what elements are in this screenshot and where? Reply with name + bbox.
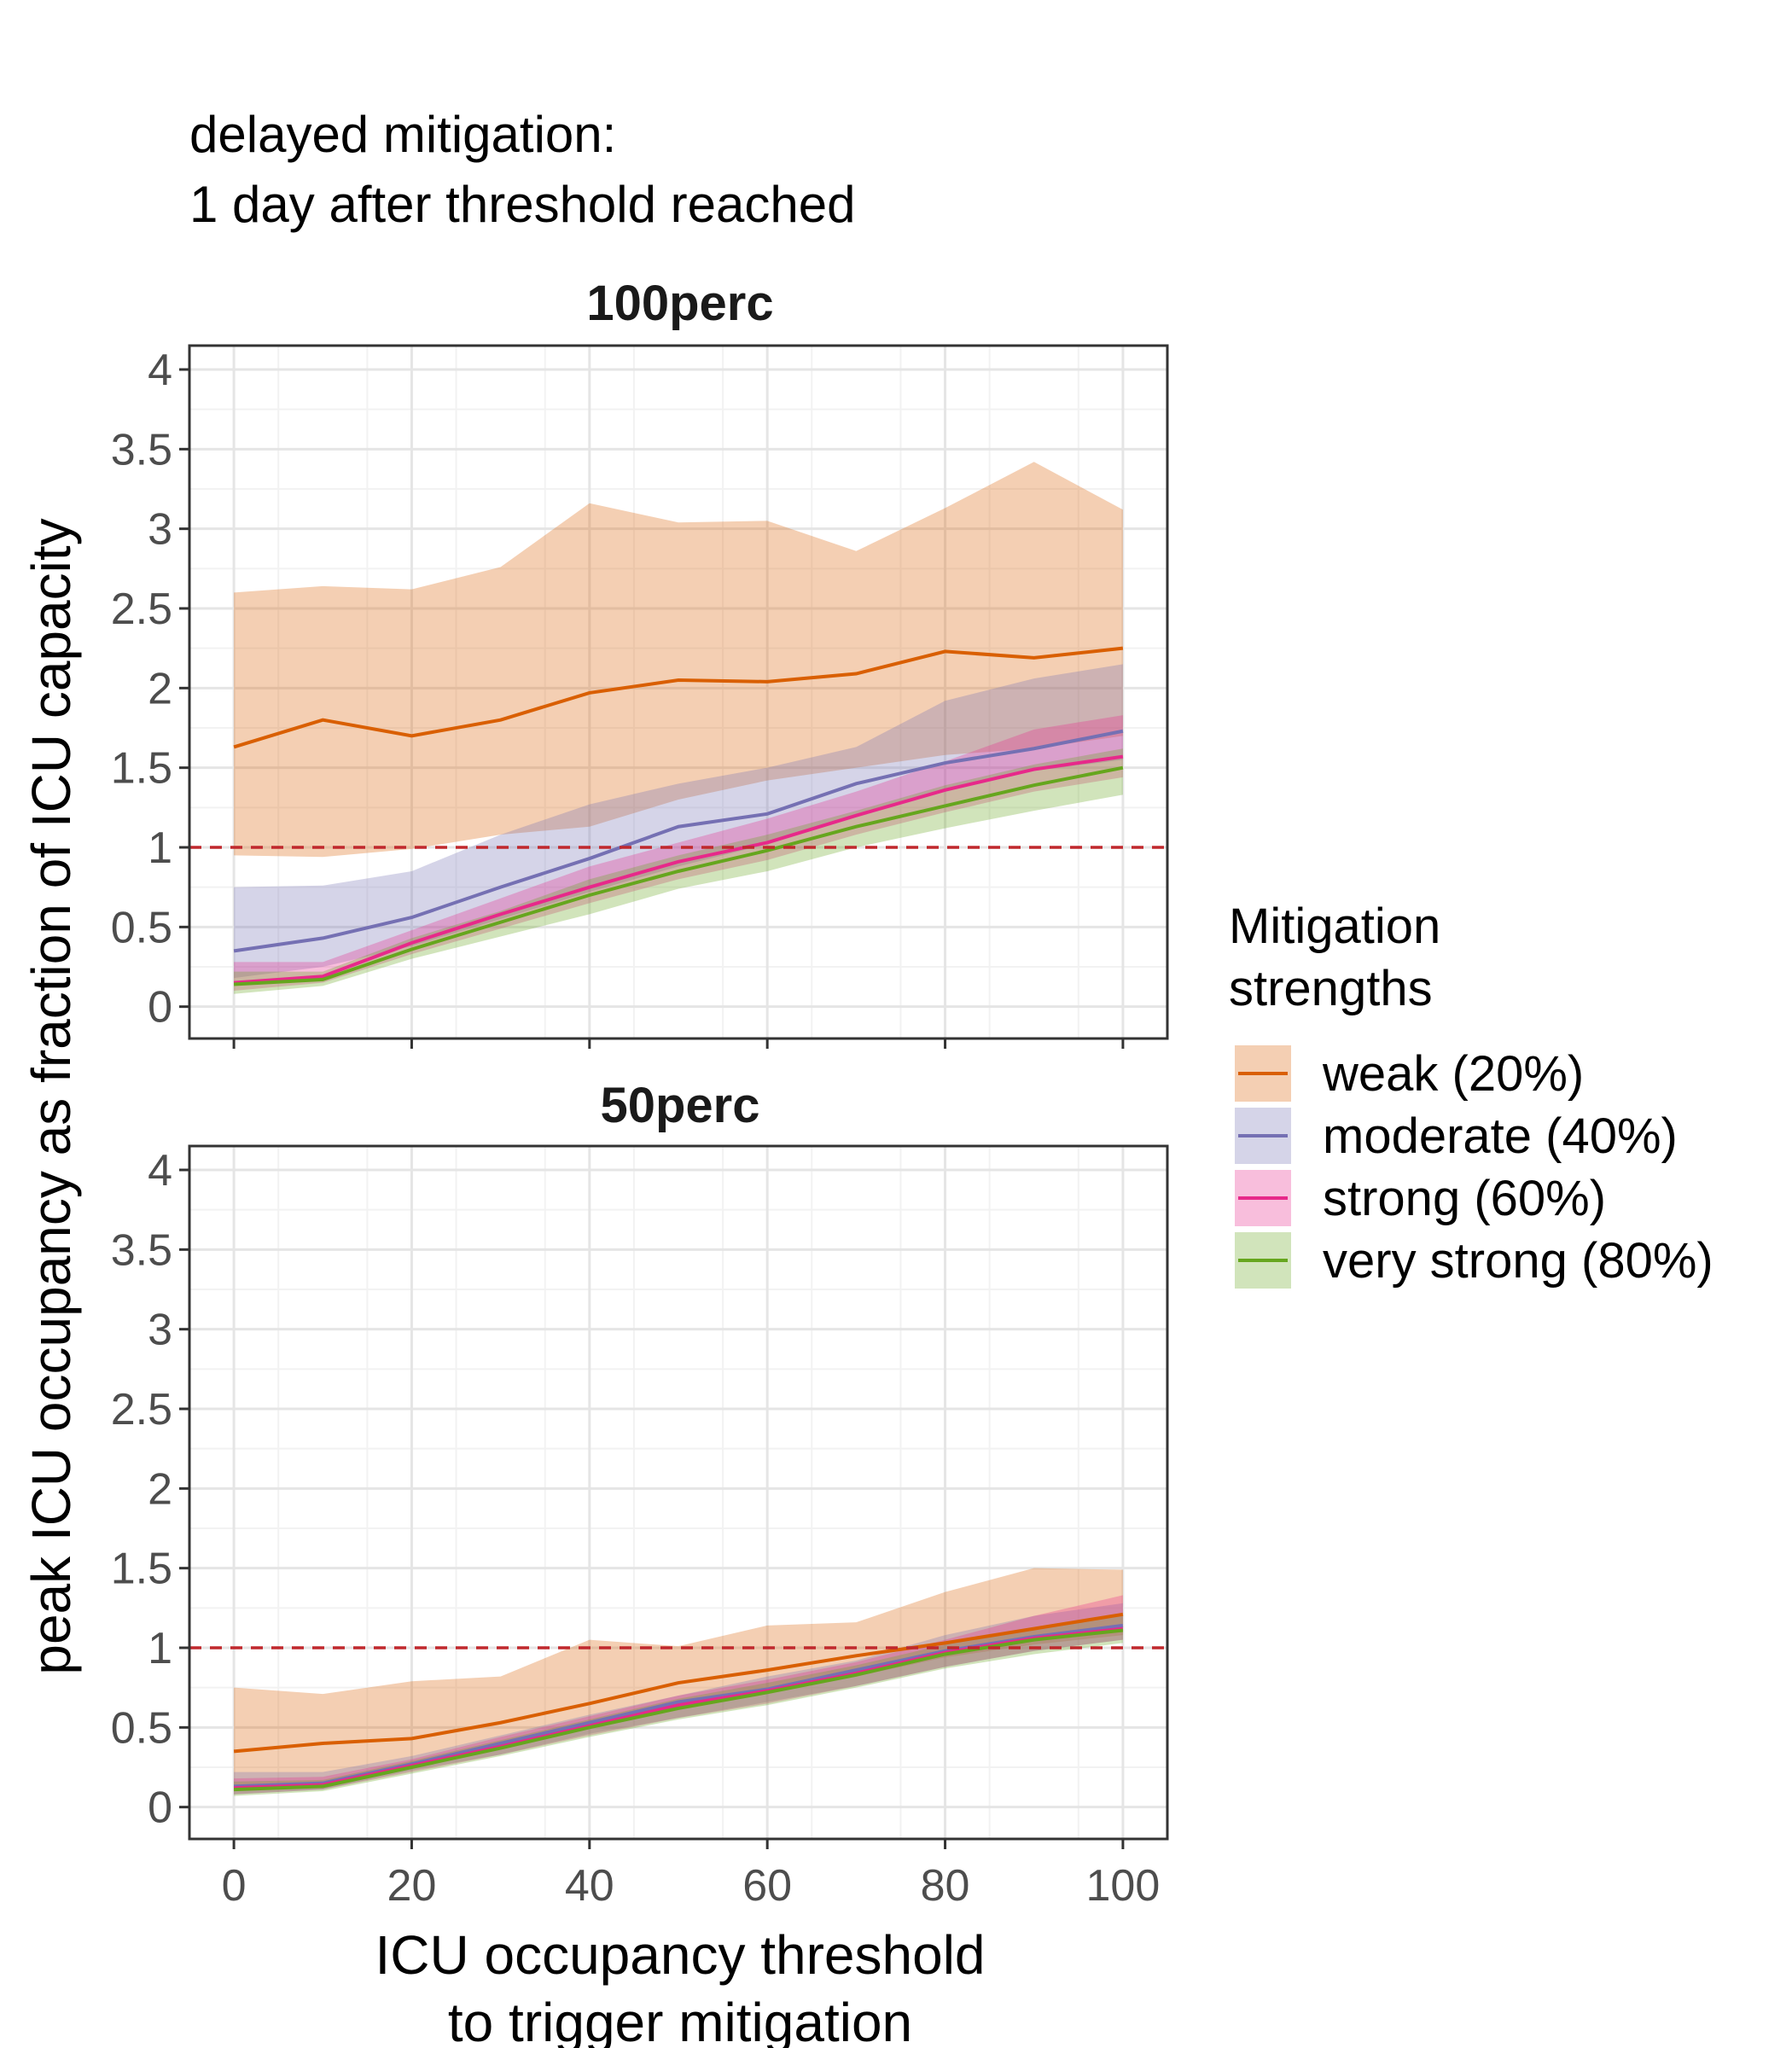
y-tick-label: 1 (148, 823, 172, 873)
legend: Mitigation strengths weak (20%) moderate … (1229, 899, 1713, 1289)
ribbon-weak (234, 1568, 1123, 1791)
series-line-very-strong (233, 765, 1124, 986)
y-tick-label: 3.5 (111, 1225, 172, 1275)
panel-50perc: 00.511.522.533.540 20 40 60 80 100 (111, 1144, 1169, 1911)
series-layer (233, 1568, 1124, 1796)
panel-background (189, 346, 1167, 1039)
legend-label: very strong (80%) (1323, 1233, 1713, 1289)
chart-title-line1: delayed mitigation: (189, 106, 616, 163)
y-tick-label: 1 (148, 1624, 172, 1673)
y-tick-label: 2 (148, 1464, 172, 1514)
x-tick-label: 20 (387, 1861, 437, 1911)
legend-label: weak (20%) (1322, 1046, 1584, 1102)
y-tick-label: 3.5 (111, 425, 172, 474)
y-tick-label: 0 (148, 983, 172, 1033)
chart-title-line2: 1 day after threshold reached (189, 176, 856, 233)
y-tick-label: 0 (148, 1783, 172, 1833)
y-tick-label: 3 (148, 505, 172, 555)
legend-title-line1: Mitigation (1229, 899, 1440, 954)
panel-label-100perc: 100perc (586, 276, 773, 331)
x-tick-label: 60 (742, 1861, 792, 1911)
x-axis-title-line2: to trigger mitigation (448, 1992, 912, 2048)
series-layer (233, 462, 1124, 994)
legend-label: moderate (40%) (1323, 1108, 1678, 1164)
panel-label-50perc: 50perc (600, 1078, 759, 1133)
y-tick-label: 2.5 (111, 1385, 172, 1434)
series-line-very-strong (234, 1628, 1124, 1792)
panel-border (188, 1144, 1169, 1841)
legend-label: strong (60%) (1323, 1171, 1606, 1226)
y-tick-label: 1.5 (111, 744, 172, 794)
series-line-strong (233, 754, 1124, 985)
x-tick-label: 100 (1086, 1861, 1161, 1911)
x-tick-label: 80 (921, 1861, 970, 1911)
x-tick-label: 40 (565, 1861, 614, 1911)
panel-100perc: 0 0.5 1 1.5 2 2.5 3 3.5 4 (111, 344, 1169, 1049)
ribbon-moderate (234, 664, 1123, 979)
panel-border (188, 344, 1169, 1040)
y-tick-label: 0.5 (111, 903, 172, 952)
series-line-moderate (233, 729, 1124, 953)
y-tick-label: 2 (148, 664, 172, 713)
ribbon-strong (234, 715, 1123, 991)
legend-item: moderate (40%) (1235, 1108, 1678, 1164)
ribbon-weak (234, 462, 1123, 858)
panel-background (189, 1146, 1167, 1839)
x-axis-title-line1: ICU occupancy threshold (375, 1924, 985, 1986)
y-tick-label: 0.5 (111, 1703, 172, 1753)
legend-title-line2: strengths (1229, 961, 1433, 1016)
series-line-weak (233, 1612, 1124, 1754)
y-tick-label: 1.5 (111, 1545, 172, 1594)
y-tick-label: 2.5 (111, 585, 172, 634)
legend-item: strong (60%) (1235, 1170, 1606, 1226)
y-tick-label: 4 (148, 346, 172, 395)
y-axis-title: peak ICU occupancy as fraction of ICU ca… (20, 518, 82, 1674)
x-tick-label: 0 (222, 1861, 247, 1911)
legend-item: very strong (80%) (1235, 1232, 1713, 1289)
series-line-weak (233, 646, 1124, 749)
y-tick-label: 3 (148, 1306, 172, 1355)
legend-item: weak (20%) (1235, 1045, 1584, 1102)
y-tick-label: 4 (148, 1146, 172, 1196)
